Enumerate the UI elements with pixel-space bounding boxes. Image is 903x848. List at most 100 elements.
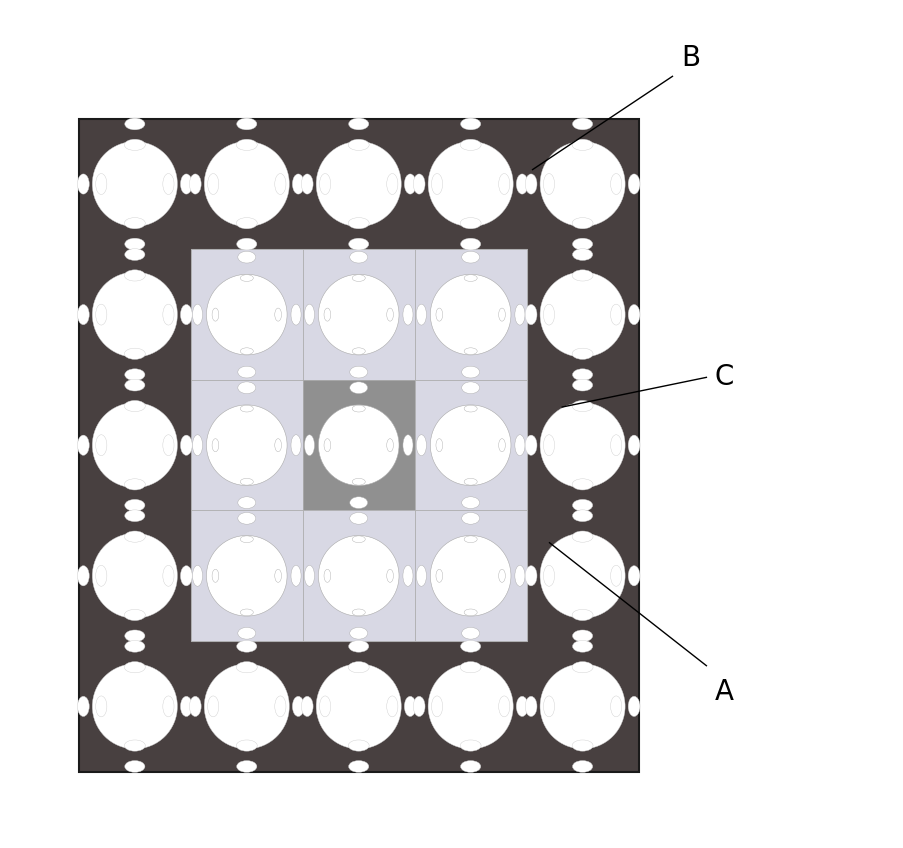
Ellipse shape <box>125 238 144 250</box>
Ellipse shape <box>572 369 592 381</box>
Ellipse shape <box>304 304 314 325</box>
Ellipse shape <box>460 640 480 652</box>
Ellipse shape <box>525 435 536 455</box>
Ellipse shape <box>78 435 89 455</box>
Ellipse shape <box>572 400 592 411</box>
Ellipse shape <box>525 566 536 586</box>
Ellipse shape <box>323 308 330 321</box>
Ellipse shape <box>237 251 256 263</box>
Ellipse shape <box>463 478 477 485</box>
Ellipse shape <box>525 174 536 194</box>
Ellipse shape <box>208 696 219 717</box>
Ellipse shape <box>237 366 256 378</box>
Ellipse shape <box>416 435 426 455</box>
Ellipse shape <box>628 304 639 325</box>
Ellipse shape <box>319 174 330 194</box>
Ellipse shape <box>125 118 144 130</box>
Ellipse shape <box>348 661 368 672</box>
Ellipse shape <box>237 118 256 130</box>
Circle shape <box>430 404 510 486</box>
Ellipse shape <box>461 497 479 509</box>
Ellipse shape <box>572 218 592 229</box>
Ellipse shape <box>572 510 592 522</box>
Ellipse shape <box>349 512 368 524</box>
Ellipse shape <box>190 174 201 194</box>
Circle shape <box>318 535 398 616</box>
Bar <box>414 380 526 510</box>
Ellipse shape <box>237 512 256 524</box>
Ellipse shape <box>275 569 281 583</box>
Ellipse shape <box>78 174 89 194</box>
Ellipse shape <box>125 640 144 652</box>
Ellipse shape <box>572 640 592 652</box>
Ellipse shape <box>572 740 592 751</box>
Ellipse shape <box>352 275 365 282</box>
Ellipse shape <box>460 118 480 130</box>
Ellipse shape <box>572 238 592 250</box>
Ellipse shape <box>461 628 479 639</box>
Ellipse shape <box>348 740 368 751</box>
Ellipse shape <box>572 270 592 281</box>
Ellipse shape <box>240 478 253 485</box>
Ellipse shape <box>349 366 368 378</box>
Ellipse shape <box>610 174 621 194</box>
Ellipse shape <box>525 304 536 325</box>
Ellipse shape <box>515 435 525 455</box>
Circle shape <box>316 664 401 749</box>
Ellipse shape <box>323 438 330 452</box>
Ellipse shape <box>610 435 621 455</box>
Ellipse shape <box>301 696 312 717</box>
Ellipse shape <box>463 609 477 616</box>
Ellipse shape <box>498 308 505 321</box>
Ellipse shape <box>572 761 592 773</box>
Ellipse shape <box>349 628 368 639</box>
Ellipse shape <box>460 238 480 250</box>
Ellipse shape <box>435 569 442 583</box>
Ellipse shape <box>431 174 442 194</box>
Circle shape <box>316 142 401 226</box>
Ellipse shape <box>96 696 107 717</box>
Circle shape <box>430 535 510 616</box>
Bar <box>191 510 303 641</box>
Ellipse shape <box>498 438 505 452</box>
Circle shape <box>318 404 398 486</box>
Ellipse shape <box>236 740 257 751</box>
Ellipse shape <box>403 435 413 455</box>
Circle shape <box>92 664 177 749</box>
Ellipse shape <box>236 661 257 672</box>
Ellipse shape <box>413 174 424 194</box>
Ellipse shape <box>323 569 330 583</box>
Ellipse shape <box>461 512 479 524</box>
Ellipse shape <box>416 566 426 586</box>
Ellipse shape <box>386 438 393 452</box>
Ellipse shape <box>463 405 477 412</box>
Ellipse shape <box>236 139 257 150</box>
Bar <box>303 249 414 380</box>
Ellipse shape <box>96 566 107 586</box>
Ellipse shape <box>349 382 368 393</box>
Ellipse shape <box>572 630 592 642</box>
Circle shape <box>92 533 177 618</box>
Ellipse shape <box>237 628 256 639</box>
Circle shape <box>92 142 177 226</box>
Ellipse shape <box>125 740 145 751</box>
Bar <box>191 380 303 510</box>
Ellipse shape <box>572 499 592 511</box>
Ellipse shape <box>275 174 285 194</box>
Circle shape <box>204 142 289 226</box>
Ellipse shape <box>498 569 505 583</box>
Ellipse shape <box>461 251 479 263</box>
Ellipse shape <box>498 174 509 194</box>
Ellipse shape <box>610 304 621 325</box>
Ellipse shape <box>543 174 554 194</box>
Ellipse shape <box>460 661 480 672</box>
Ellipse shape <box>292 174 303 194</box>
Ellipse shape <box>525 696 536 717</box>
Ellipse shape <box>572 139 592 150</box>
Ellipse shape <box>181 304 192 325</box>
Ellipse shape <box>275 438 281 452</box>
Ellipse shape <box>163 696 174 717</box>
Ellipse shape <box>386 308 393 321</box>
Ellipse shape <box>515 304 525 325</box>
Ellipse shape <box>291 566 301 586</box>
